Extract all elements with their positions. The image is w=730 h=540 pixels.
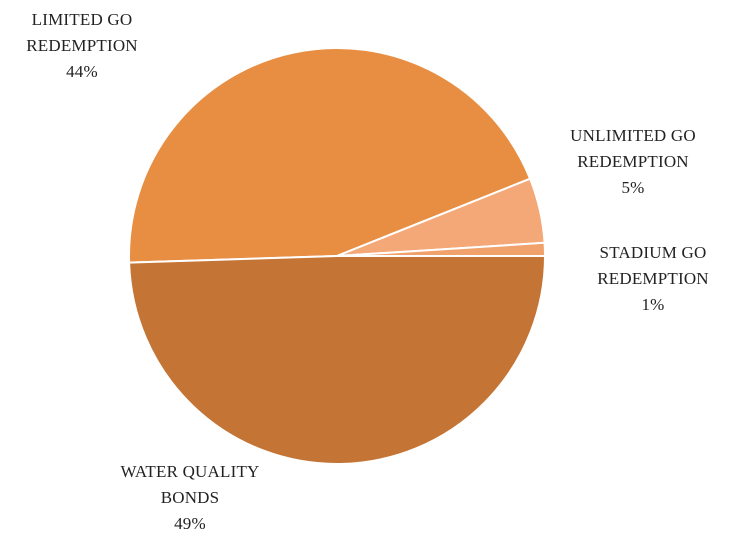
- slice-limited-go-redemption: [128, 47, 532, 264]
- slice-category-label: BONDS: [161, 488, 220, 507]
- label-limited-go-redemption: LIMITED GO REDEMPTION 44%: [26, 10, 138, 81]
- slice-category-label: LIMITED GO: [32, 10, 133, 29]
- slice-category-label: WATER QUALITY: [120, 462, 259, 481]
- slice-percent-label: 49%: [174, 514, 206, 533]
- slice-stadium-go-redemption: [336, 241, 547, 257]
- slice-category-label: STADIUM GO: [600, 243, 707, 262]
- pie-labels: LIMITED GO REDEMPTION 44% UNLIMITED GO REDEM…: [26, 10, 709, 533]
- label-stadium-go-redemption: STADIUM GO REDEMPTION 1%: [597, 243, 709, 314]
- label-unlimited-go-redemption: UNLIMITED GO REDEMPTION 5%: [570, 126, 696, 197]
- slice-water-quality-bonds: [128, 255, 547, 465]
- slice-category-label: REDEMPTION: [597, 269, 709, 288]
- slice-percent-label: 1%: [641, 295, 664, 314]
- slice-category-label: UNLIMITED GO: [570, 126, 696, 145]
- slice-category-label: REDEMPTION: [577, 152, 689, 171]
- slice-percent-label: 5%: [621, 178, 644, 197]
- pie-slices: [128, 47, 547, 465]
- label-water-quality-bonds: WATER QUALITY BONDS 49%: [120, 462, 259, 533]
- slice-percent-label: 44%: [66, 62, 98, 81]
- slice-category-label: REDEMPTION: [26, 36, 138, 55]
